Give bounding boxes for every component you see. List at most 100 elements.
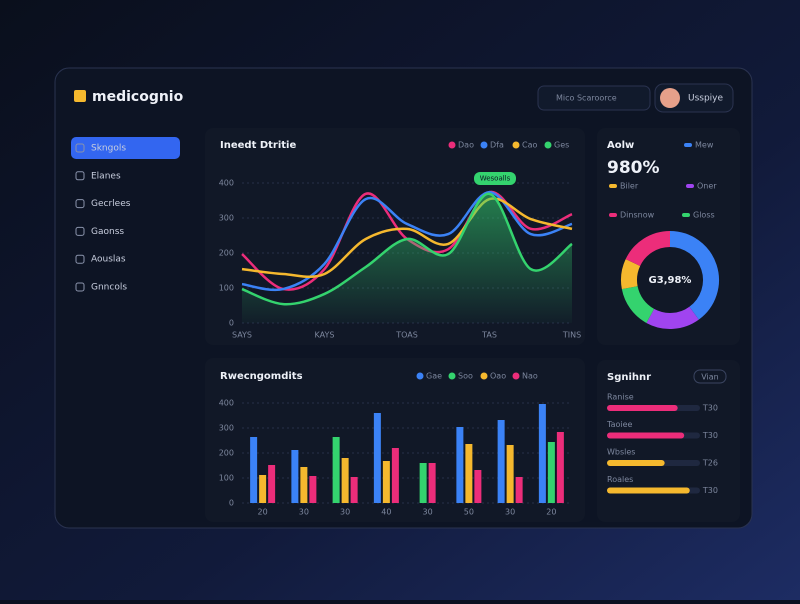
line-series [241,197,573,279]
legend-swatch [448,372,456,380]
legend-label: Nao [522,372,538,381]
line-series [241,192,573,306]
headline: 980% [607,158,660,178]
nav-icon [75,171,85,181]
logo [74,90,86,102]
legend-swatch [609,184,617,188]
bar [607,460,665,466]
legend-swatch [682,213,690,217]
donut-segment [646,306,699,329]
bar [538,404,546,503]
bar [382,461,390,503]
annotation: Wesoalls [480,175,511,183]
bar [419,463,427,503]
nav-label: Gnncols [91,283,127,293]
bar-tag: T30 [702,486,718,495]
bar [506,445,514,503]
nav-item[interactable] [71,220,180,242]
nav-label: Skngols [91,144,126,154]
bar [607,405,678,411]
bar [373,413,381,503]
legend-swatch [686,184,694,188]
bar [332,437,340,503]
bar [515,477,523,503]
legend-swatch [512,141,520,149]
chart-title: Aolw [607,140,634,151]
bar-tag: T26 [702,459,718,468]
nav-icon [75,226,85,236]
bar [268,465,276,503]
search-text: Mico Scaroorce [556,94,617,103]
legend-label: Dao [458,141,474,150]
legend-label: Gae [426,372,442,381]
y-tick-label: 200 [219,449,234,458]
bar [291,450,299,503]
x-tick-label: 30 [299,508,309,517]
user-name: Usspiye [688,94,724,104]
nav-label: Aouslas [91,255,126,265]
bar [309,476,317,503]
legend-label: Dinsnow [620,211,655,220]
panel-button[interactable] [693,369,727,384]
y-tick-label: 300 [219,214,234,223]
nav-label: Gaonss [91,227,124,237]
sidebar: Skngols Elanes Gecrlees Gaonss Aouslas Gnncol… [71,137,180,293]
bar-label: Wbsles [607,448,635,457]
nav-icon [75,199,85,209]
legend-swatch [609,213,617,217]
bar [465,444,473,503]
y-tick-label: 100 [219,474,234,483]
bar-label: Roales [607,475,633,484]
legend-label: Gloss [693,211,715,220]
y-tick-label: 0 [229,319,234,328]
nav-icon [75,282,85,292]
legend-label: Ges [554,141,569,150]
x-tick-label: 30 [505,508,515,517]
y-tick-label: 100 [219,284,234,293]
bar-label: Taoiee [606,420,633,429]
bar [556,432,564,503]
search-box[interactable] [537,85,651,111]
bar [607,487,690,494]
bar [456,427,464,503]
legend-label: Cao [522,141,537,150]
legend-label: Dfa [490,141,504,150]
donut-segment [621,285,655,323]
bar-tag: T30 [702,431,718,440]
nav-label: Elanes [91,171,121,181]
donut-segment [621,259,641,290]
legend-swatch [544,141,552,149]
legend-swatch [416,372,424,380]
donut-center: G3,98% [649,275,692,286]
y-tick-label: 400 [219,179,234,188]
donut-segment [669,231,719,320]
progress-panel [597,360,740,522]
nav-icon [75,143,85,153]
x-tick-label: 50 [464,508,474,517]
annotation-badge [474,172,516,185]
legend-label: Mew [695,141,714,150]
x-tick-label: 30 [340,508,350,517]
bar [497,420,505,503]
legend-swatch [684,143,692,147]
nav-item[interactable] [71,165,180,187]
x-tick-label: 20 [258,508,268,517]
legend-label: Oao [490,372,506,381]
x-tick-label: TINS [562,331,581,340]
nav-icon [75,254,85,264]
nav-item-active[interactable] [71,137,180,159]
bar [341,458,349,503]
bar [391,448,399,503]
bar [607,432,685,439]
bar-label: Ranise [607,393,634,402]
panel-button-label: Vian [701,373,719,382]
bar [300,467,308,503]
legend-label: Biler [620,182,639,191]
x-tick-label: KAYS [315,331,335,340]
legend-swatch [480,372,488,380]
x-tick-label: 30 [423,508,433,517]
bar [428,463,436,503]
bar [250,437,258,503]
